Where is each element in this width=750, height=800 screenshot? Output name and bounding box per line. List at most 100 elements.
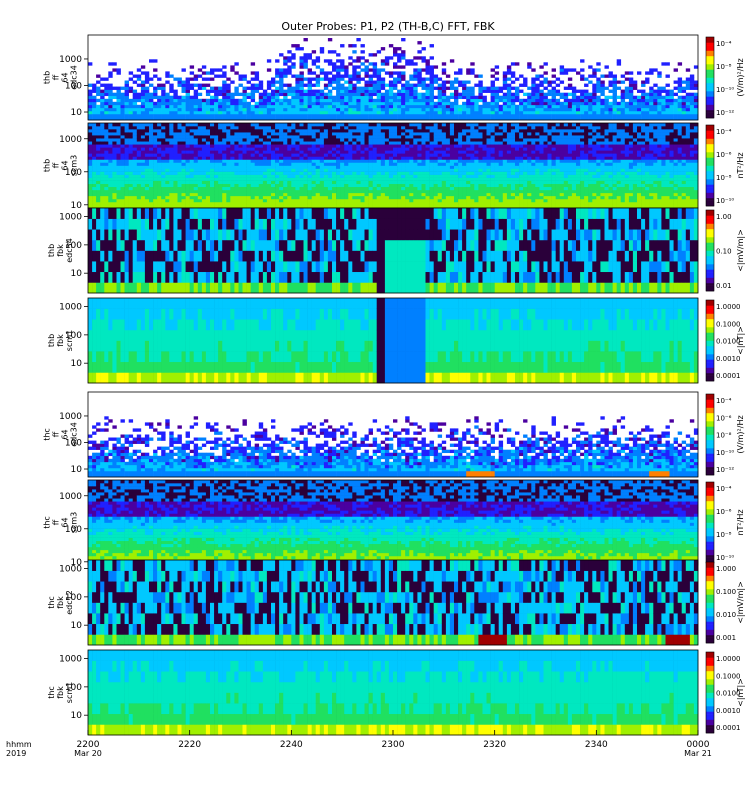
- spectrogram-cell: [169, 98, 174, 103]
- spectrogram-cell: [283, 110, 288, 115]
- spectrogram-cell: [332, 86, 337, 90]
- spectrogram-cell: [604, 98, 609, 103]
- spectrogram-cell: [201, 150, 207, 154]
- spectrogram-cell: [311, 192, 317, 197]
- spectrogram-cell: [376, 174, 382, 178]
- spectrogram-cell: [519, 104, 524, 109]
- spectrogram-cell: [576, 101, 581, 106]
- spectrogram-cell: [258, 180, 264, 185]
- spectrogram-cell: [100, 138, 105, 142]
- spectrogram-cell: [193, 192, 199, 197]
- spectrogram-cell: [458, 186, 463, 191]
- spectrogram-cell: [405, 83, 410, 87]
- spectrogram-cell: [441, 71, 447, 75]
- spectrogram-cell: [478, 126, 483, 130]
- spectrogram-cell: [649, 101, 654, 106]
- spectrogram-cell: [600, 110, 605, 115]
- spectrogram-cell: [425, 104, 430, 109]
- spectrogram-cell: [205, 135, 211, 139]
- spectrogram-cell: [327, 104, 333, 109]
- spectrogram-cell: [498, 189, 504, 194]
- spectrogram-cell: [372, 180, 378, 185]
- spectrogram-cell: [352, 189, 357, 194]
- spectrogram-cell: [523, 113, 528, 118]
- spectrogram-cell: [502, 171, 508, 175]
- spectrogram-cell: [303, 129, 308, 133]
- spectrogram-cell: [185, 150, 190, 154]
- spectrogram-cell: [100, 165, 105, 169]
- spectrogram-cell: [311, 126, 317, 130]
- spectrogram-cell: [222, 74, 227, 78]
- spectrogram-cell: [637, 71, 642, 75]
- spectrogram-cell: [185, 195, 190, 200]
- spectrogram-cell: [364, 117, 369, 121]
- spectrogram-cell: [128, 195, 134, 200]
- spectrogram-cell: [612, 98, 617, 103]
- spectrogram-cell: [673, 86, 678, 90]
- spectrogram-cell: [161, 104, 166, 109]
- spectrogram-cell: [193, 186, 199, 191]
- spectrogram-cell: [364, 129, 369, 133]
- spectrogram-cell: [132, 156, 138, 160]
- spectrogram-cell: [360, 168, 365, 172]
- spectrogram-cell: [584, 104, 589, 109]
- spectrogram-cell: [527, 110, 532, 115]
- spectrogram-cell: [567, 77, 573, 81]
- spectrogram-cell: [368, 113, 373, 118]
- spectrogram-cell: [388, 44, 394, 48]
- spectrogram-cell: [380, 62, 386, 66]
- spectrogram-cell: [307, 53, 312, 57]
- spectrogram-cell: [214, 180, 219, 185]
- spectrogram-cell: [250, 113, 256, 118]
- spectrogram-cell: [214, 201, 219, 206]
- spectrogram-cell: [336, 77, 341, 81]
- spectrogram-cell: [234, 153, 239, 157]
- spectrogram-cell: [210, 205, 215, 209]
- spectrogram-cell: [486, 144, 491, 148]
- spectrogram-cell: [417, 68, 422, 72]
- spectrogram-cell: [352, 183, 357, 188]
- spectrogram-cell: [596, 77, 601, 81]
- spectrogram-cell: [104, 201, 109, 206]
- spectrogram-cell: [433, 138, 439, 142]
- spectrogram-cell: [604, 113, 609, 118]
- spectrogram-cell: [653, 110, 658, 115]
- spectrogram-cell: [665, 62, 670, 66]
- spectrogram-cell: [258, 138, 264, 142]
- spectrogram-cell: [437, 98, 443, 103]
- spectrogram-cell: [441, 198, 447, 203]
- spectrogram-cell: [201, 177, 207, 181]
- spectrogram-cell: [332, 135, 337, 139]
- spectrogram-cell: [242, 104, 247, 109]
- spectrogram-cell: [271, 95, 276, 100]
- spectrogram-cell: [393, 77, 398, 81]
- spectrogram-cell: [649, 95, 654, 100]
- spectrogram-cell: [173, 101, 178, 106]
- spectrogram-cell: [120, 186, 125, 191]
- spectrogram-cell: [344, 71, 349, 75]
- spectrogram-cell: [88, 95, 93, 100]
- spectrogram-cell: [189, 147, 195, 151]
- spectrogram-cell: [275, 135, 280, 139]
- spectrogram-cell: [230, 107, 235, 112]
- spectrogram-cell: [437, 138, 443, 142]
- spectrogram-cell: [226, 89, 231, 93]
- spectrogram-cell: [205, 89, 211, 93]
- spectrogram-cell: [384, 189, 390, 194]
- spectrogram-cell: [112, 117, 117, 121]
- spectrogram-cell: [262, 104, 268, 109]
- spectrogram-cell: [409, 101, 414, 106]
- spectrogram-cell: [323, 101, 329, 106]
- spectrogram-cell: [669, 89, 674, 93]
- spectrogram-cell: [348, 83, 353, 87]
- spectrogram-cell: [104, 205, 109, 209]
- spectrogram-cell: [88, 156, 93, 160]
- spectrogram-cell: [254, 101, 260, 106]
- spectrogram-cell: [307, 71, 312, 75]
- spectrogram-cell: [421, 68, 426, 72]
- spectrogram-cell: [100, 171, 105, 175]
- spectrogram-cell: [413, 56, 418, 60]
- spectrogram-cell: [279, 107, 284, 112]
- spectrogram-cell: [393, 123, 398, 127]
- spectrogram-cell: [291, 144, 296, 148]
